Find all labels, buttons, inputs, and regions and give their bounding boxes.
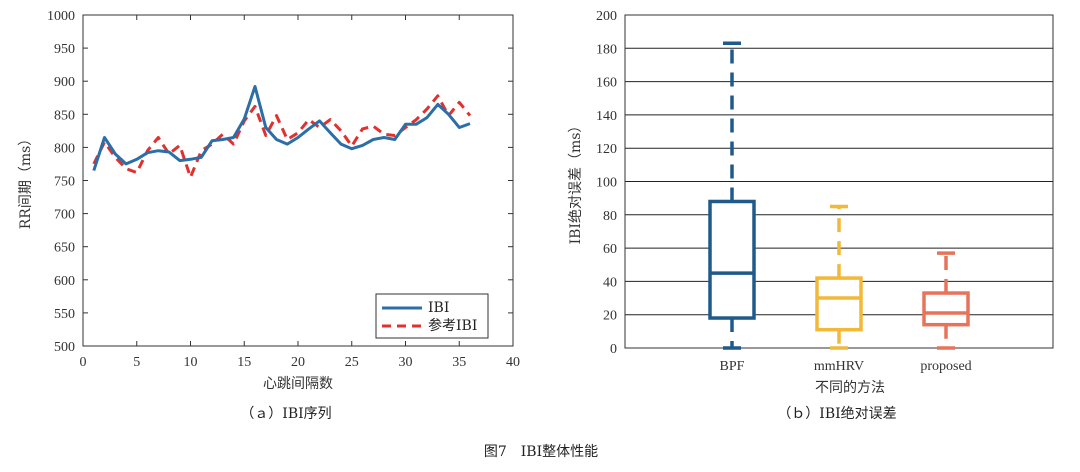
x-tick-label: mmHRV [814,359,864,374]
legend-label-ibi: IBI [428,300,449,316]
chart-a-x-axis-label: 心跳间隔数 [263,376,333,392]
chart-b-caption: （ｂ）IBI绝对误差 [777,406,896,422]
x-tick-label: 25 [345,355,359,370]
chart-b-x-ticks: BPF mmHRV proposed [720,359,972,374]
box-bpf [708,41,756,350]
chart-a-series [92,85,472,179]
legend-box [375,293,489,339]
y-tick-label: 180 [596,42,617,57]
x-tick-label: 10 [184,355,198,370]
chart-a-x-ticks: 0 5 10 15 20 25 30 35 40 [80,15,520,370]
y-tick-label: 140 [596,109,617,124]
x-tick-label: 35 [452,355,466,370]
x-tick-label: 5 [133,355,140,370]
series-line-reference-ibi [92,94,472,179]
y-tick-label: 700 [54,208,75,223]
y-tick-label: 1000 [47,9,75,24]
x-tick-label: BPF [720,359,745,374]
y-tick-label: 800 [54,141,75,156]
y-tick-label: 20 [603,309,617,324]
y-tick-label: 0 [610,342,617,357]
y-tick-label: 40 [603,275,617,290]
y-tick-label: 500 [54,340,75,355]
legend-label-reference-ibi: 参考IBI [428,317,477,334]
y-tick-label: 80 [603,209,617,224]
y-tick-label: 850 [54,108,75,123]
box-iqr [922,291,970,327]
chart-a-legend: IBI 参考IBI [375,293,489,339]
series-line-ibi [92,85,471,172]
figure-caption: 图7 IBI整体性能 [484,444,598,460]
box-iqr [708,199,756,320]
chart-a-caption: （ａ）IBI序列 [240,406,331,422]
chart-b-y-ticks: 0 20 40 60 80 100 120 140 160 180 200 [596,9,617,357]
chart-b-x-axis-label: 不同的方法 [815,380,885,396]
x-tick-label: 30 [399,355,413,370]
y-tick-label: 600 [54,274,75,289]
ibi-absolute-error-chart: 0 20 40 60 80 100 120 140 160 180 200 BPF mmHRV prop… [568,9,1054,422]
box-proposed [922,251,970,350]
y-tick-label: 900 [54,75,75,90]
y-tick-label: 120 [596,142,617,157]
chart-a-y-ticks: 500 550 600 650 700 750 800 850 900 950 1000 [47,9,513,355]
x-tick-label: 40 [506,355,520,370]
x-tick-label: 15 [237,355,251,370]
x-tick-label: 20 [291,355,305,370]
box-mmhrv [815,204,863,350]
chart-a-y-axis-label: RR间期（ms） [18,132,34,230]
ibi-sequence-chart: 500 550 600 650 700 750 800 850 900 950 1000 0 5 10 1… [18,9,520,422]
y-tick-label: 200 [596,9,617,24]
y-tick-label: 160 [596,76,617,91]
chart-b-boxes [708,41,970,350]
y-tick-label: 100 [596,176,617,191]
x-tick-label: 0 [80,355,87,370]
x-tick-label: proposed [920,359,971,374]
y-tick-label: 950 [54,42,75,57]
box-iqr [815,276,863,332]
chart-b-y-axis-label: IBI绝对误差（ms） [568,119,584,245]
y-tick-label: 550 [54,307,75,322]
y-tick-label: 650 [54,241,75,256]
y-tick-label: 750 [54,175,75,190]
y-tick-label: 60 [603,242,617,257]
